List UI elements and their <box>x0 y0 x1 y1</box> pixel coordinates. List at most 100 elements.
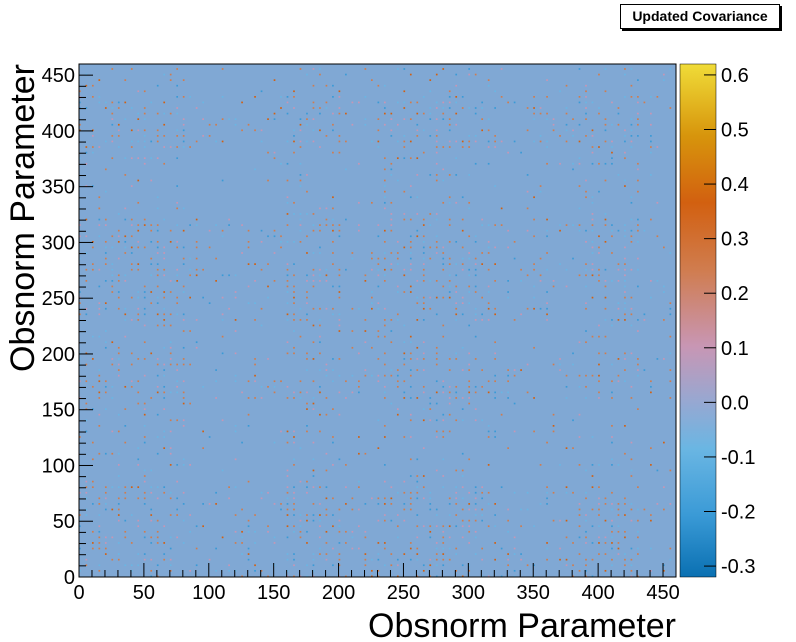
heatmap-cell <box>409 374 412 377</box>
heatmap-cell <box>247 547 250 550</box>
heatmap-cell <box>85 558 88 561</box>
heatmap-cell <box>104 168 107 171</box>
heatmap-cell <box>156 252 159 254</box>
heatmap-cell <box>280 430 282 433</box>
heatmap-cell <box>195 564 198 567</box>
heatmap-cell <box>273 235 276 238</box>
heatmap-cell <box>124 564 127 567</box>
heatmap-cell <box>325 530 328 533</box>
heatmap-cell <box>416 129 419 132</box>
heatmap-cell <box>598 536 600 539</box>
heatmap-cell <box>591 218 594 221</box>
heatmap-cell <box>234 569 237 572</box>
x-tick-label: 400 <box>581 582 614 604</box>
heatmap-cell <box>403 491 406 494</box>
heatmap-cell <box>611 530 613 533</box>
heatmap-cell <box>468 140 471 143</box>
heatmap-cell <box>474 536 477 539</box>
heatmap-cell <box>247 229 250 232</box>
heatmap-cell <box>461 508 464 511</box>
heatmap-cell <box>182 391 185 394</box>
heatmap-cell <box>182 458 185 461</box>
heatmap-cell <box>117 352 120 355</box>
heatmap-cell <box>117 553 120 555</box>
heatmap-cell <box>513 575 516 578</box>
heatmap-cell <box>474 486 477 489</box>
heatmap-cell <box>325 218 328 221</box>
heatmap-cell <box>637 536 639 539</box>
heatmap-cell <box>637 319 639 321</box>
heatmap-cell <box>416 296 419 299</box>
heatmap-cell <box>448 358 451 360</box>
heatmap-cell <box>403 391 406 394</box>
heatmap-cell <box>409 413 412 416</box>
heatmap-cell <box>202 296 204 299</box>
heatmap-cell <box>143 469 146 472</box>
heatmap-cell <box>630 575 633 578</box>
heatmap-cell <box>169 363 172 366</box>
heatmap-cell <box>383 464 386 466</box>
heatmap-cell <box>403 268 406 271</box>
heatmap-cell <box>124 313 127 316</box>
heatmap-cell <box>137 380 140 383</box>
heatmap-cell <box>234 123 237 126</box>
heatmap-cell <box>637 330 639 332</box>
heatmap-cell <box>137 296 140 299</box>
heatmap-cell <box>669 369 672 371</box>
heatmap-cell <box>630 547 633 550</box>
heatmap-cell <box>396 140 399 143</box>
heatmap-cell <box>202 503 204 505</box>
heatmap-cell <box>124 424 127 427</box>
heatmap-cell <box>169 430 172 433</box>
heatmap-cell <box>111 246 114 249</box>
heatmap-cell <box>422 486 425 489</box>
heatmap-cell <box>85 564 88 567</box>
heatmap-cell <box>319 274 321 277</box>
heatmap-cell <box>319 430 321 433</box>
heatmap-cell <box>591 224 594 226</box>
heatmap-cell <box>494 224 496 226</box>
heatmap-cell <box>273 564 276 567</box>
heatmap-cell <box>539 190 542 193</box>
heatmap-cell <box>559 224 561 226</box>
heatmap-cell <box>494 374 496 377</box>
heatmap-cell <box>435 358 438 360</box>
heatmap-cell <box>234 352 237 355</box>
heatmap-cell <box>85 235 88 238</box>
heatmap-cell <box>429 296 432 299</box>
heatmap-cell <box>598 190 600 193</box>
heatmap-cell <box>293 514 295 516</box>
heatmap-cell <box>241 536 243 539</box>
heatmap-cell <box>468 207 471 210</box>
x-tick-label: 350 <box>517 582 550 604</box>
heatmap-cell <box>448 369 451 371</box>
heatmap-background <box>79 64 676 577</box>
heatmap-cell <box>559 547 561 550</box>
heatmap-cell <box>169 447 172 449</box>
heatmap-cell <box>377 118 380 120</box>
heatmap-cell <box>578 553 581 555</box>
heatmap-cell <box>630 84 633 87</box>
heatmap-cell <box>247 380 250 383</box>
heatmap-cell <box>137 525 140 528</box>
heatmap-cell <box>85 73 88 76</box>
heatmap-cell <box>325 268 328 271</box>
heatmap-cell <box>468 402 471 405</box>
heatmap-cell <box>111 123 114 126</box>
heatmap-cell <box>487 268 490 271</box>
heatmap-cell <box>91 185 94 187</box>
heatmap-cell <box>293 430 295 433</box>
heatmap-cell <box>332 112 334 115</box>
x-tick-label: 200 <box>322 582 355 604</box>
heatmap-cell <box>111 558 114 561</box>
heatmap-cell <box>247 525 250 528</box>
heatmap-cell <box>150 263 153 265</box>
heatmap-cell <box>416 514 419 516</box>
heatmap-cell <box>455 240 458 243</box>
heatmap-cell <box>176 514 179 516</box>
heatmap-cell <box>79 514 81 516</box>
heatmap-cell <box>591 151 594 154</box>
heatmap-cell <box>286 491 289 494</box>
heatmap-cell <box>306 302 308 305</box>
heatmap-cell <box>338 525 341 528</box>
